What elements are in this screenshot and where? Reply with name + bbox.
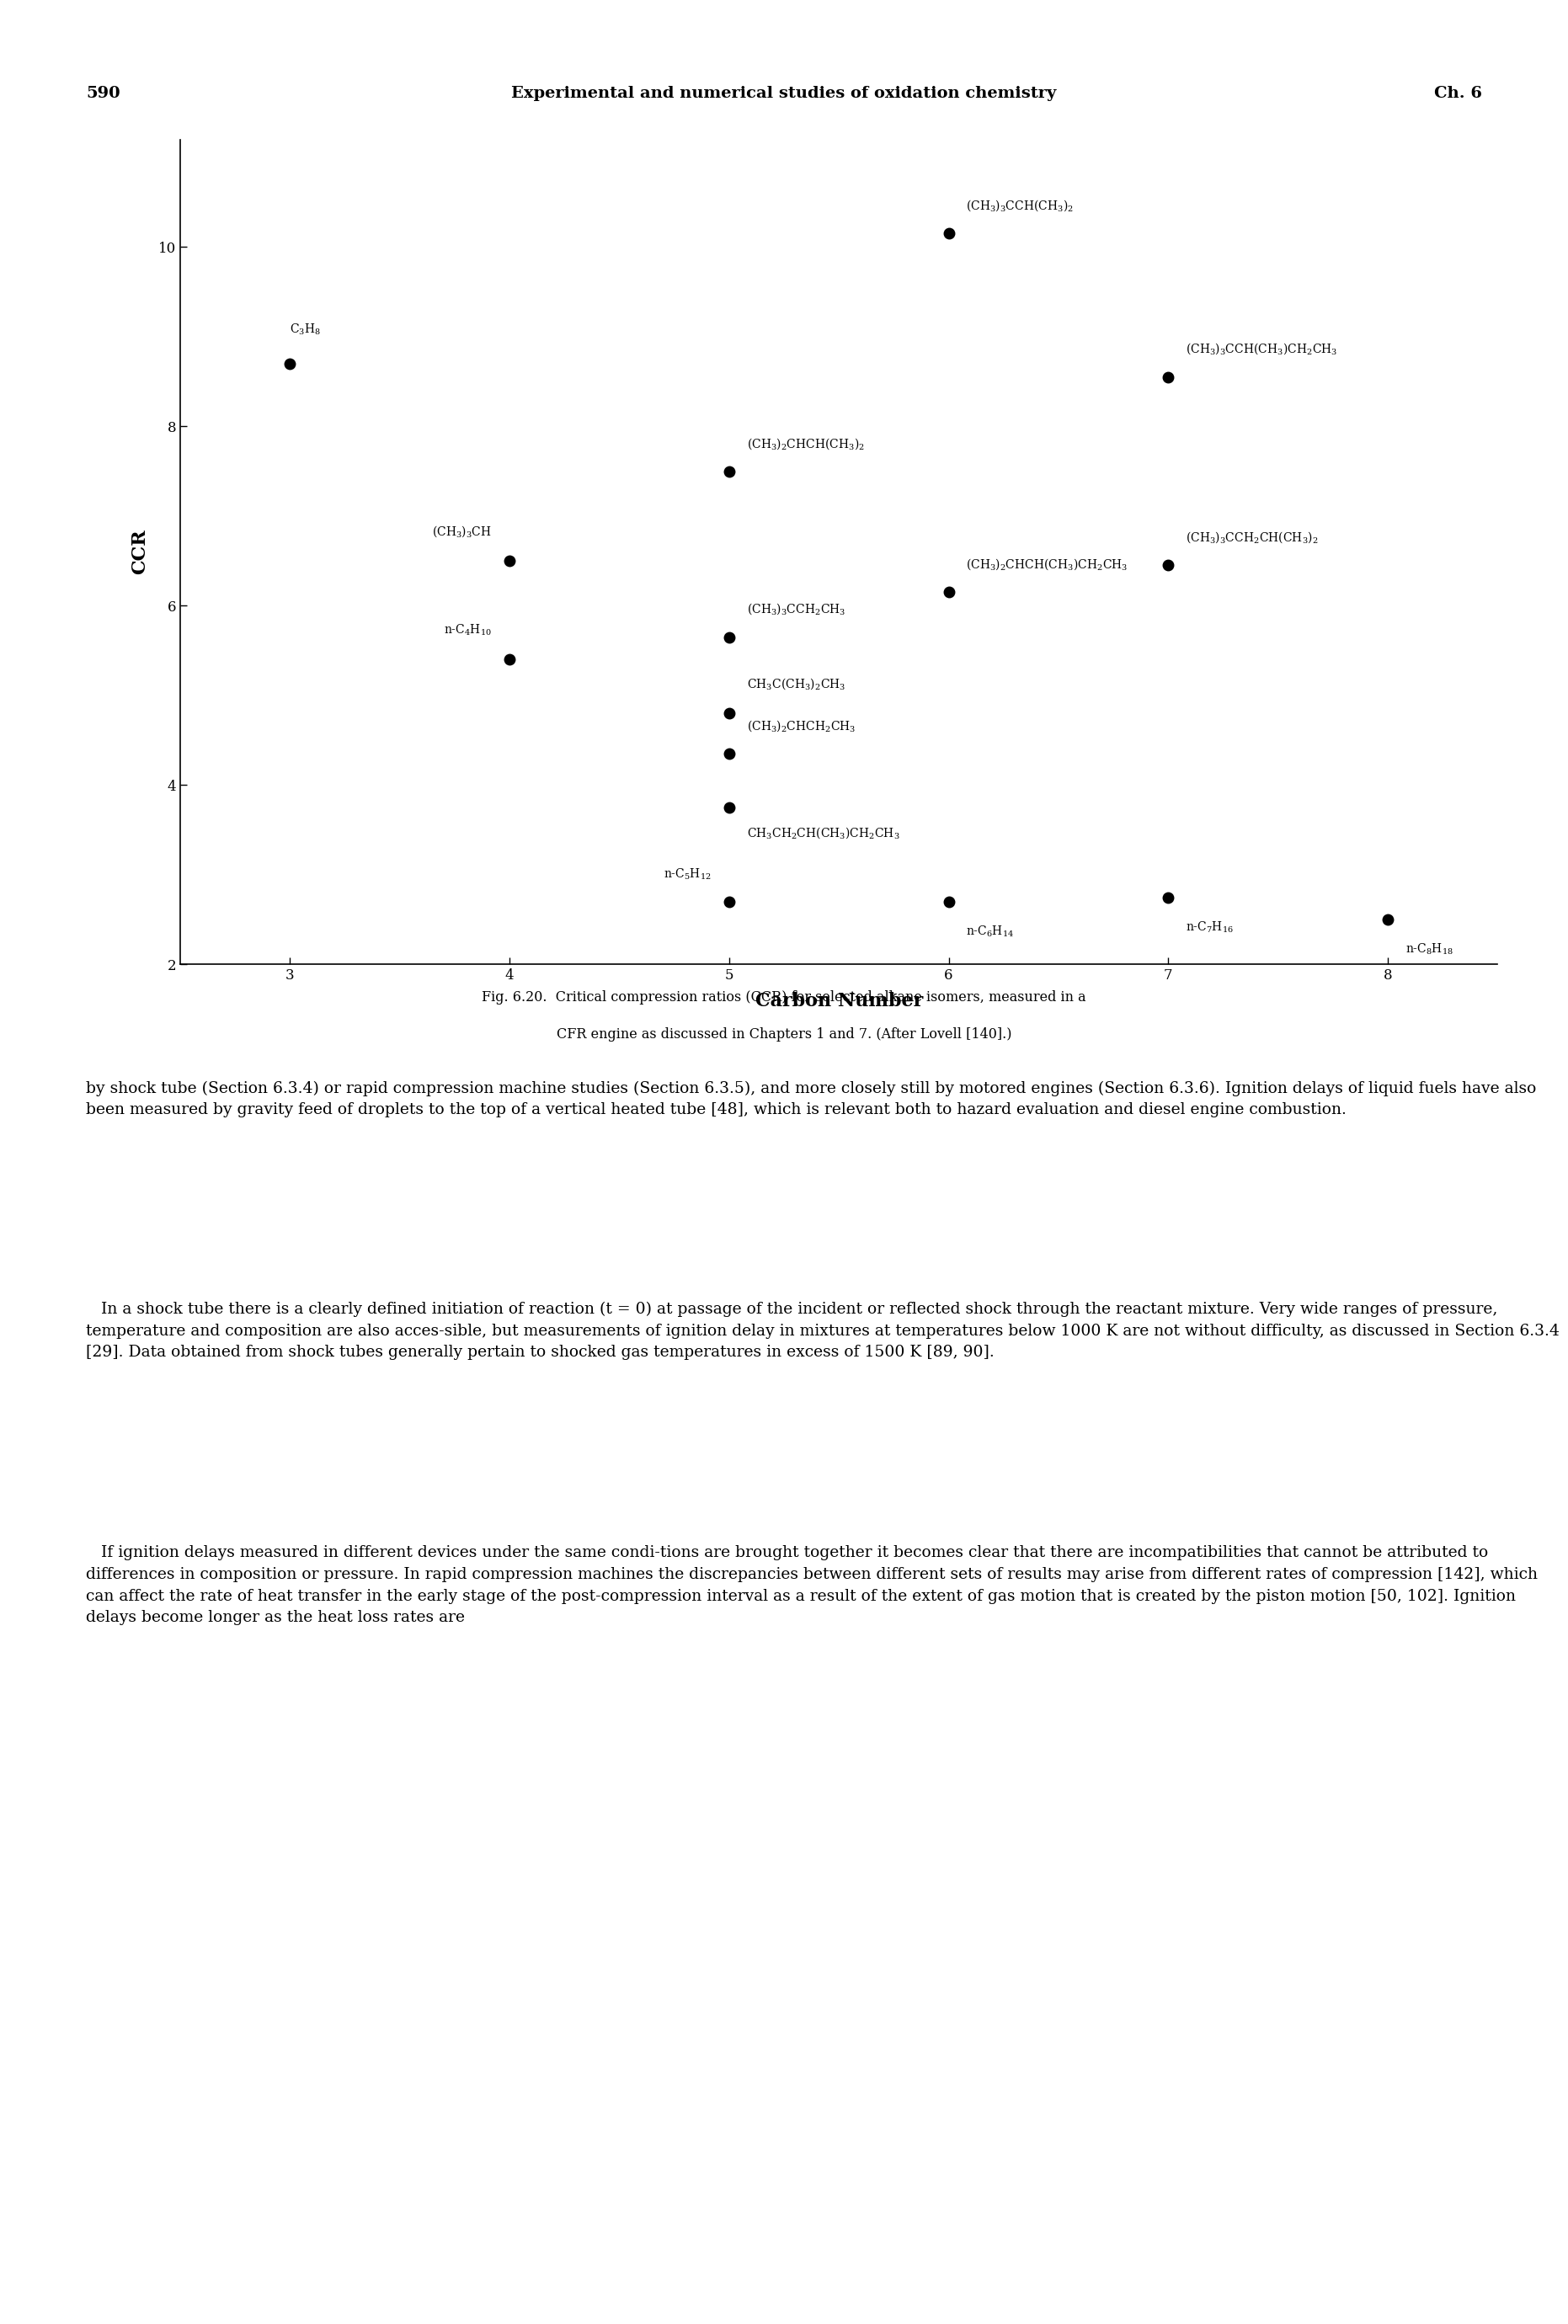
Text: 590: 590	[86, 86, 121, 102]
Text: n-C$_6$H$_{14}$: n-C$_6$H$_{14}$	[966, 925, 1014, 939]
Text: (CH$_3$)$_3$CCH$_2$CH(CH$_3$)$_2$: (CH$_3$)$_3$CCH$_2$CH(CH$_3$)$_2$	[1185, 530, 1319, 544]
Text: (CH$_3$)$_3$CCH(CH$_3$)$_2$: (CH$_3$)$_3$CCH(CH$_3$)$_2$	[966, 198, 1074, 214]
Text: In a shock tube there is a clearly defined initiation of reaction (t = 0) at pas: In a shock tube there is a clearly defin…	[86, 1301, 1560, 1360]
Text: (CH$_3$)$_2$CHCH(CH$_3$)$_2$: (CH$_3$)$_2$CHCH(CH$_3$)$_2$	[746, 437, 864, 451]
Text: n-C$_4$H$_{10}$: n-C$_4$H$_{10}$	[444, 623, 492, 637]
Text: (CH$_3$)$_3$CH: (CH$_3$)$_3$CH	[433, 523, 492, 539]
Text: (CH$_3$)$_2$CHCH(CH$_3$)CH$_2$CH$_3$: (CH$_3$)$_2$CHCH(CH$_3$)CH$_2$CH$_3$	[966, 558, 1129, 572]
Text: CH$_3$CH$_2$CH(CH$_3$)CH$_2$CH$_3$: CH$_3$CH$_2$CH(CH$_3$)CH$_2$CH$_3$	[746, 825, 900, 841]
Text: (CH$_3$)$_3$CCH$_2$CH$_3$: (CH$_3$)$_3$CCH$_2$CH$_3$	[746, 602, 845, 616]
Text: CH$_3$C(CH$_3$)$_2$CH$_3$: CH$_3$C(CH$_3$)$_2$CH$_3$	[746, 676, 845, 690]
Y-axis label: CCR: CCR	[130, 530, 149, 574]
Text: n-C$_8$H$_{18}$: n-C$_8$H$_{18}$	[1405, 941, 1454, 957]
Text: Ch. 6: Ch. 6	[1433, 86, 1482, 102]
Text: (CH$_3$)$_3$CCH(CH$_3$)CH$_2$CH$_3$: (CH$_3$)$_3$CCH(CH$_3$)CH$_2$CH$_3$	[1185, 342, 1338, 356]
Text: n-C$_7$H$_{16}$: n-C$_7$H$_{16}$	[1185, 920, 1234, 934]
Text: by shock tube (Section 6.3.4) or rapid compression machine studies (Section 6.3.: by shock tube (Section 6.3.4) or rapid c…	[86, 1081, 1537, 1118]
Text: Experimental and numerical studies of oxidation chemistry: Experimental and numerical studies of ox…	[511, 86, 1057, 102]
Text: Fig. 6.20.  Critical compression ratios (CCR) for selected alkane isomers, measu: Fig. 6.20. Critical compression ratios (…	[481, 990, 1087, 1004]
Text: n-C$_5$H$_{12}$: n-C$_5$H$_{12}$	[663, 867, 712, 883]
Text: (CH$_3$)$_2$CHCH$_2$CH$_3$: (CH$_3$)$_2$CHCH$_2$CH$_3$	[746, 718, 856, 732]
Text: CFR engine as discussed in Chapters 1 and 7. (After Lovell [140].): CFR engine as discussed in Chapters 1 an…	[557, 1027, 1011, 1041]
Text: C$_3$H$_8$: C$_3$H$_8$	[290, 323, 321, 337]
Text: If ignition delays measured in different devices under the same condi-tions are : If ignition delays measured in different…	[86, 1545, 1538, 1624]
X-axis label: Carbon Number: Carbon Number	[754, 992, 924, 1011]
